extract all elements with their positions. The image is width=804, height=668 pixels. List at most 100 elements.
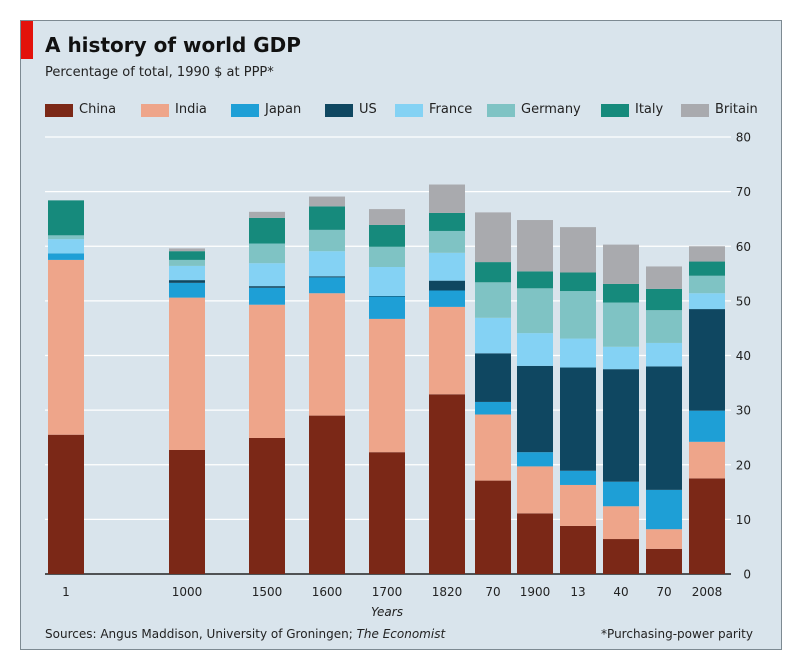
bar-japan-5: [429, 290, 465, 307]
y-tick-label-0: 0: [743, 568, 751, 582]
bar-china-0: [48, 434, 84, 574]
bar-china-5: [429, 394, 465, 574]
bar-india-10: [646, 529, 682, 549]
bar-us-3: [309, 276, 345, 278]
bar-germany-4: [369, 246, 405, 268]
x-tick-label-3: 1600: [312, 585, 343, 599]
bar-germany-8: [560, 291, 596, 339]
chart-title: A history of world GDP: [45, 33, 301, 57]
legend-label-china: China: [79, 102, 117, 117]
x-tick-label-10: 70: [656, 585, 671, 599]
y-tick-label-50: 50: [736, 294, 751, 308]
legend-label-france: France: [429, 102, 473, 117]
bar-us-8: [560, 367, 596, 471]
bar-italy-10: [646, 288, 682, 311]
bar-france-4: [369, 267, 405, 296]
bar-germany-11: [689, 275, 725, 294]
bar-india-0: [48, 259, 84, 435]
bar-india-8: [560, 484, 596, 526]
bar-italy-6: [475, 262, 511, 283]
bar-france-6: [475, 317, 511, 354]
x-axis-title: Years: [371, 605, 403, 619]
bar-japan-1: [169, 282, 205, 298]
y-tick-label-40: 40: [736, 349, 751, 363]
legend-label-italy: Italy: [635, 102, 664, 117]
bar-germany-2: [249, 243, 285, 264]
bar-germany-3: [309, 229, 345, 252]
bar-china-10: [646, 548, 682, 574]
x-tick-label-4: 1700: [372, 585, 403, 599]
bar-france-9: [603, 346, 639, 370]
bar-japan-9: [603, 481, 639, 507]
legend-swatch-us: [325, 104, 353, 117]
sources-publication: The Economist: [356, 627, 446, 641]
bar-britain-3: [309, 196, 345, 207]
bar-us-9: [603, 369, 639, 482]
x-tick-label-9: 40: [613, 585, 628, 599]
bar-germany-9: [603, 302, 639, 347]
bar-us-10: [646, 366, 682, 490]
bar-us-5: [429, 280, 465, 291]
bar-us-11: [689, 309, 725, 411]
bar-india-7: [517, 466, 553, 514]
bar-china-1: [169, 450, 205, 574]
legend-swatch-britain: [681, 104, 709, 117]
bar-italy-7: [517, 271, 553, 289]
bar-italy-5: [429, 212, 465, 231]
bar-japan-11: [689, 410, 725, 442]
bar-britain-10: [646, 266, 682, 289]
x-tick-label-5: 1820: [432, 585, 463, 599]
bar-france-3: [309, 251, 345, 277]
bar-italy-3: [309, 206, 345, 230]
y-tick-label-80: 80: [736, 131, 751, 145]
bar-germany-6: [475, 282, 511, 318]
bar-italy-2: [249, 217, 285, 244]
bar-britain-1: [169, 248, 205, 252]
x-tick-label-7: 1900: [520, 585, 551, 599]
bar-germany-0: [48, 235, 84, 240]
bar-italy-8: [560, 272, 596, 292]
bar-japan-7: [517, 452, 553, 467]
bar-britain-6: [475, 212, 511, 263]
chart-frame: A history of world GDP Percentage of tot…: [20, 20, 782, 650]
bar-britain-5: [429, 184, 465, 213]
bar-japan-4: [369, 296, 405, 319]
bar-us-4: [369, 295, 405, 297]
bar-china-8: [560, 525, 596, 574]
x-tick-label-6: 70: [485, 585, 500, 599]
bar-italy-4: [369, 224, 405, 247]
bar-india-6: [475, 414, 511, 481]
bar-china-6: [475, 480, 511, 574]
bar-britain-7: [517, 220, 553, 272]
bar-japan-6: [475, 401, 511, 415]
stacked-bar-chart: 0 10 20 30 40 50 60 70 80 1 1000 1500 1600 1700 1820 70…: [45, 131, 751, 619]
x-tick-label-8: 13: [570, 585, 585, 599]
y-tick-label-60: 60: [736, 240, 751, 254]
bar-china-7: [517, 513, 553, 574]
footnote: *Purchasing-power parity: [601, 627, 753, 641]
legend-swatch-germany: [487, 104, 515, 117]
bar-china-9: [603, 539, 639, 574]
bar-france-8: [560, 338, 596, 368]
bar-india-3: [309, 293, 345, 416]
bar-france-7: [517, 333, 553, 366]
bar-france-0: [48, 239, 84, 254]
y-tick-label-20: 20: [736, 458, 751, 472]
sources-note: Sources: Angus Maddison, University of G…: [45, 627, 445, 641]
legend-swatch-japan: [231, 104, 259, 117]
brand-tab: [21, 21, 33, 59]
legend-swatch-france: [395, 104, 423, 117]
y-tick-label-10: 10: [736, 513, 751, 527]
bar-japan-3: [309, 277, 345, 294]
bar-india-11: [689, 441, 725, 479]
bar-italy-11: [689, 261, 725, 276]
legend-label-germany: Germany: [521, 102, 581, 117]
legend-label-britain: Britain: [715, 102, 758, 117]
legend-label-india: India: [175, 102, 207, 117]
bar-britain-8: [560, 227, 596, 273]
legend-swatch-india: [141, 104, 169, 117]
legend-swatch-china: [45, 104, 73, 117]
bar-china-11: [689, 478, 725, 574]
bar-france-2: [249, 263, 285, 287]
y-tick-label-30: 30: [736, 404, 751, 418]
